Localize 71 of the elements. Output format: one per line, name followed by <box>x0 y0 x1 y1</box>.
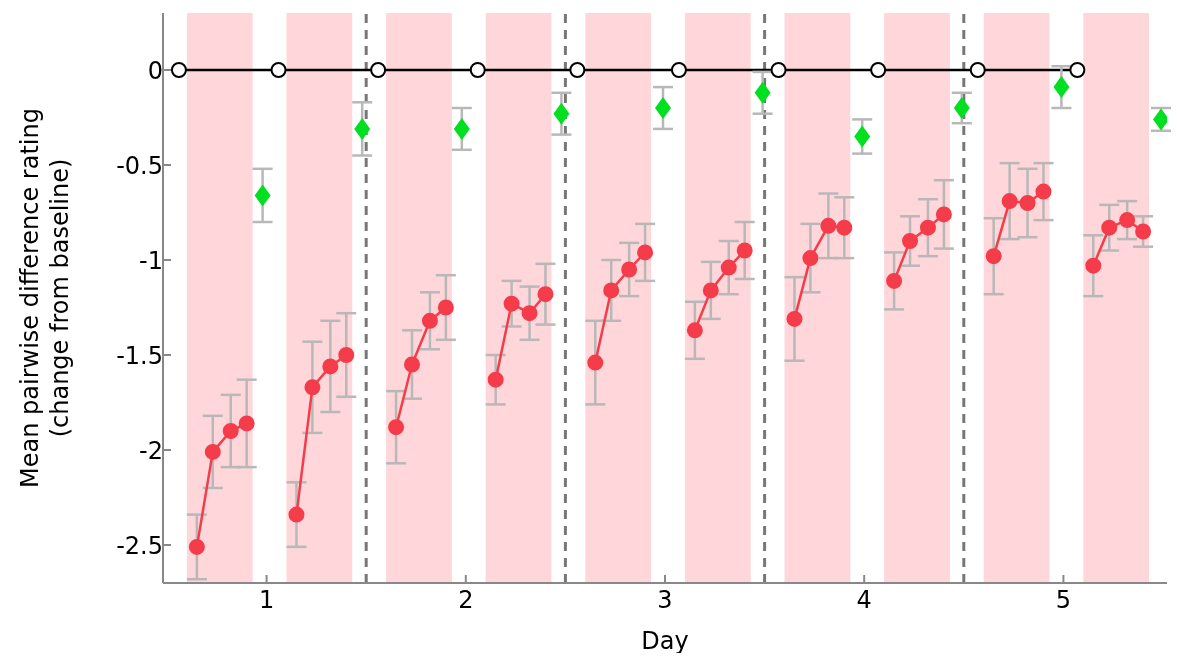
y-tick-label: -2.5 <box>116 531 163 560</box>
point <box>1053 76 1070 99</box>
point <box>404 356 421 373</box>
point <box>204 443 221 460</box>
point <box>322 358 339 375</box>
point <box>503 295 520 312</box>
point <box>736 242 753 259</box>
point <box>553 102 570 125</box>
x-tick-label: 3 <box>657 586 673 615</box>
y-tick-label: 0 <box>147 56 163 85</box>
point <box>1069 62 1086 78</box>
point <box>686 322 703 339</box>
point <box>304 379 321 396</box>
point <box>170 62 187 78</box>
point <box>288 506 305 523</box>
x-tick-label: 1 <box>258 586 275 615</box>
point <box>919 219 936 236</box>
point <box>1101 219 1118 236</box>
point <box>354 117 371 140</box>
point <box>188 538 205 555</box>
point <box>621 261 638 278</box>
point <box>1019 195 1036 211</box>
point <box>338 347 355 363</box>
point <box>222 423 239 439</box>
point <box>238 415 255 432</box>
point <box>537 286 554 303</box>
x-tick-label: 5 <box>1055 586 1072 615</box>
point <box>637 244 654 261</box>
y-axis-title: Mean pairwise difference rating (change from baseline) <box>16 108 74 488</box>
point <box>270 62 287 78</box>
y-tick-label: -1 <box>139 246 163 275</box>
point <box>754 81 771 104</box>
point <box>1119 212 1136 229</box>
y-tick-label: -1.5 <box>116 341 163 370</box>
point <box>802 250 819 267</box>
x-tick-label: 2 <box>458 586 474 615</box>
point <box>453 117 470 140</box>
point <box>820 217 837 234</box>
point <box>521 305 538 322</box>
y-tick-label: -0.5 <box>116 151 163 180</box>
point <box>1001 193 1018 210</box>
point <box>870 62 887 78</box>
point <box>587 354 604 371</box>
point <box>1085 257 1102 274</box>
point <box>655 97 672 119</box>
point <box>720 259 737 276</box>
point <box>854 125 871 148</box>
point <box>953 97 970 119</box>
point <box>370 62 387 78</box>
point <box>487 371 504 388</box>
point <box>935 206 952 223</box>
point <box>437 299 454 316</box>
point <box>254 184 271 207</box>
point <box>421 312 438 329</box>
point <box>702 282 719 299</box>
point <box>786 310 803 327</box>
y-tick-label: -2 <box>139 436 163 465</box>
point <box>969 62 986 78</box>
point <box>1135 223 1152 240</box>
point <box>569 62 586 78</box>
point <box>469 62 486 78</box>
point <box>985 248 1002 265</box>
point <box>388 419 405 436</box>
point <box>603 282 620 299</box>
point <box>836 219 853 236</box>
point <box>770 62 787 78</box>
x-tick-label: 4 <box>856 586 872 615</box>
point <box>1035 183 1052 200</box>
point <box>902 233 919 249</box>
point <box>670 62 687 78</box>
point <box>886 272 903 289</box>
